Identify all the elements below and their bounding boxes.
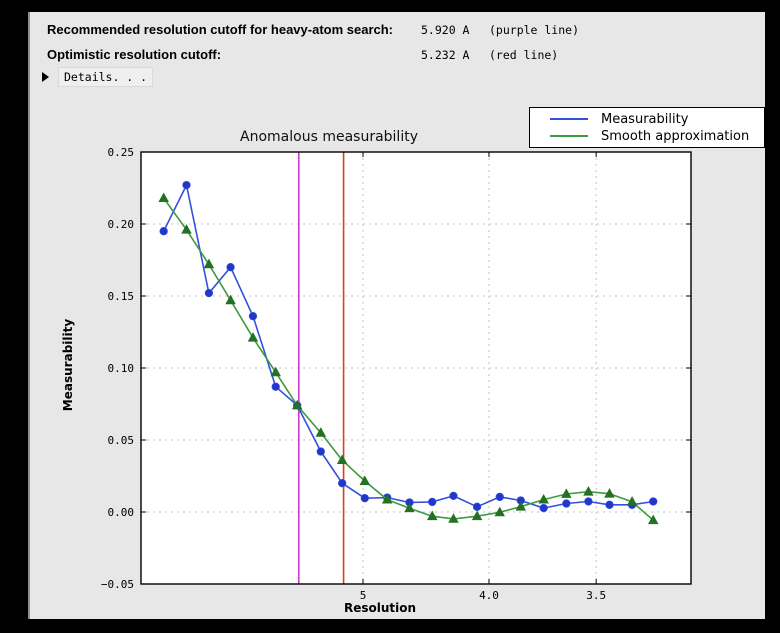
recommended-cutoff-value: 5.920 A bbox=[421, 23, 470, 37]
axis-ticks: 5 4.0 3.5 0.25 0.20 0.15 0.10 0.05 0.00 −0.05 bbox=[101, 146, 691, 602]
optimistic-cutoff-label: Optimistic resolution cutoff: bbox=[47, 47, 222, 62]
y-tick-label: 0.10 bbox=[108, 362, 135, 375]
series-smooth-approximation bbox=[158, 192, 659, 525]
chart-title: Anomalous measurability bbox=[240, 129, 418, 145]
recommended-cutoff-label: Recommended resolution cutoff for heavy-… bbox=[47, 22, 394, 37]
y-axis-label: Measurability bbox=[61, 318, 75, 412]
legend-item-measurability: Measurability bbox=[550, 111, 764, 128]
measurability-line-swatch bbox=[550, 118, 588, 120]
gridlines bbox=[141, 152, 691, 584]
y-tick-label: 0.05 bbox=[108, 434, 135, 447]
y-tick-label: 0.25 bbox=[108, 146, 135, 159]
y-tick-label: 0.20 bbox=[108, 218, 135, 231]
details-disclosure-button[interactable]: Details. . . bbox=[42, 67, 154, 87]
plot-area bbox=[141, 152, 691, 584]
optimistic-cutoff-note: (red line) bbox=[489, 48, 559, 62]
smooth-approximation-line-swatch bbox=[550, 135, 588, 137]
legend: Measurability Smooth approximation bbox=[529, 107, 765, 148]
x-tick-label: 3.5 bbox=[586, 589, 606, 602]
x-tick-label: 4.0 bbox=[479, 589, 499, 602]
optimistic-cutoff-value: 5.232 A bbox=[421, 48, 470, 62]
disclosure-triangle-icon bbox=[42, 72, 49, 82]
legend-label-smooth-approximation: Smooth approximation bbox=[601, 128, 750, 144]
legend-item-smooth-approximation: Smooth approximation bbox=[550, 128, 764, 145]
series-measurability bbox=[159, 180, 658, 513]
x-tick-label: 5 bbox=[360, 589, 367, 602]
anomalous-measurability-plot: 5 4.0 3.5 0.25 0.20 0.15 0.10 0.05 0.00 −0.05 bbox=[101, 146, 692, 602]
y-tick-label: 0.15 bbox=[108, 290, 135, 303]
legend-label-measurability: Measurability bbox=[601, 111, 689, 127]
y-tick-label: 0.00 bbox=[108, 506, 135, 519]
y-tick-label: −0.05 bbox=[101, 578, 134, 591]
recommended-cutoff-note: (purple line) bbox=[489, 23, 580, 37]
results-panel: Recommended resolution cutoff for heavy-… bbox=[28, 12, 765, 619]
x-axis-label: Resolution bbox=[343, 601, 417, 615]
details-label: Details. . . bbox=[58, 67, 154, 87]
